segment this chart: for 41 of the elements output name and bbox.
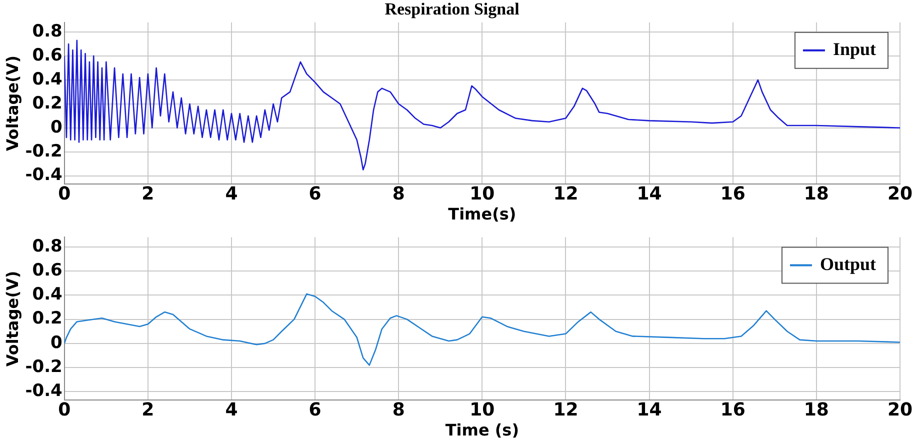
y-tick-label: 0 — [50, 117, 63, 138]
x-tick-label: 10 — [470, 400, 495, 421]
x-tick-label: 18 — [804, 184, 829, 205]
y-tick-label: -0.2 — [25, 141, 62, 162]
x-tick-label: 18 — [804, 400, 829, 421]
y-tick-label: 0.6 — [32, 45, 62, 66]
x-axis-title: Time(s) — [448, 204, 516, 224]
x-axis-title: Time (s) — [445, 420, 520, 440]
x-tick-label: 4 — [225, 400, 238, 421]
x-tick-label: 14 — [636, 400, 662, 421]
y-axis-title: Voltage(V) — [2, 55, 22, 152]
x-tick-label: 6 — [308, 184, 322, 205]
y-tick-label: 0.8 — [32, 21, 62, 42]
x-tick-label: 12 — [553, 400, 578, 421]
x-tick-label: 16 — [720, 184, 746, 205]
x-tick-label: 8 — [392, 400, 405, 421]
y-tick-label: -0.4 — [25, 381, 63, 402]
y-tick-label: 0.6 — [32, 260, 62, 280]
legend-label: Output — [820, 254, 876, 274]
x-tick-label: 2 — [142, 400, 154, 421]
legend-label: Input — [832, 39, 876, 60]
x-tick-label: 12 — [553, 184, 578, 205]
y-tick-label: 0.8 — [32, 236, 62, 256]
x-tick-label: 2 — [142, 184, 154, 205]
y-tick-label: -0.4 — [25, 165, 63, 186]
x-tick-label: 4 — [225, 184, 238, 205]
x-tick-label: 6 — [308, 400, 322, 421]
y-tick-label: 0 — [50, 332, 63, 353]
x-tick-label: 8 — [392, 184, 405, 205]
chart-title: Respiration Signal — [384, 0, 520, 19]
x-tick-label: 14 — [636, 184, 662, 205]
y-tick-label: 0.2 — [32, 308, 62, 329]
x-tick-label: 10 — [470, 184, 495, 205]
y-tick-label: 0.4 — [32, 69, 63, 90]
y-axis-title: Voltage(V) — [2, 270, 22, 367]
x-tick-label: 20 — [887, 400, 913, 421]
x-tick-label: 20 — [887, 184, 913, 205]
x-tick-label: 16 — [720, 400, 746, 421]
y-tick-label: 0.2 — [32, 93, 62, 114]
y-tick-label: 0.4 — [32, 284, 63, 305]
y-tick-label: -0.2 — [25, 357, 62, 378]
